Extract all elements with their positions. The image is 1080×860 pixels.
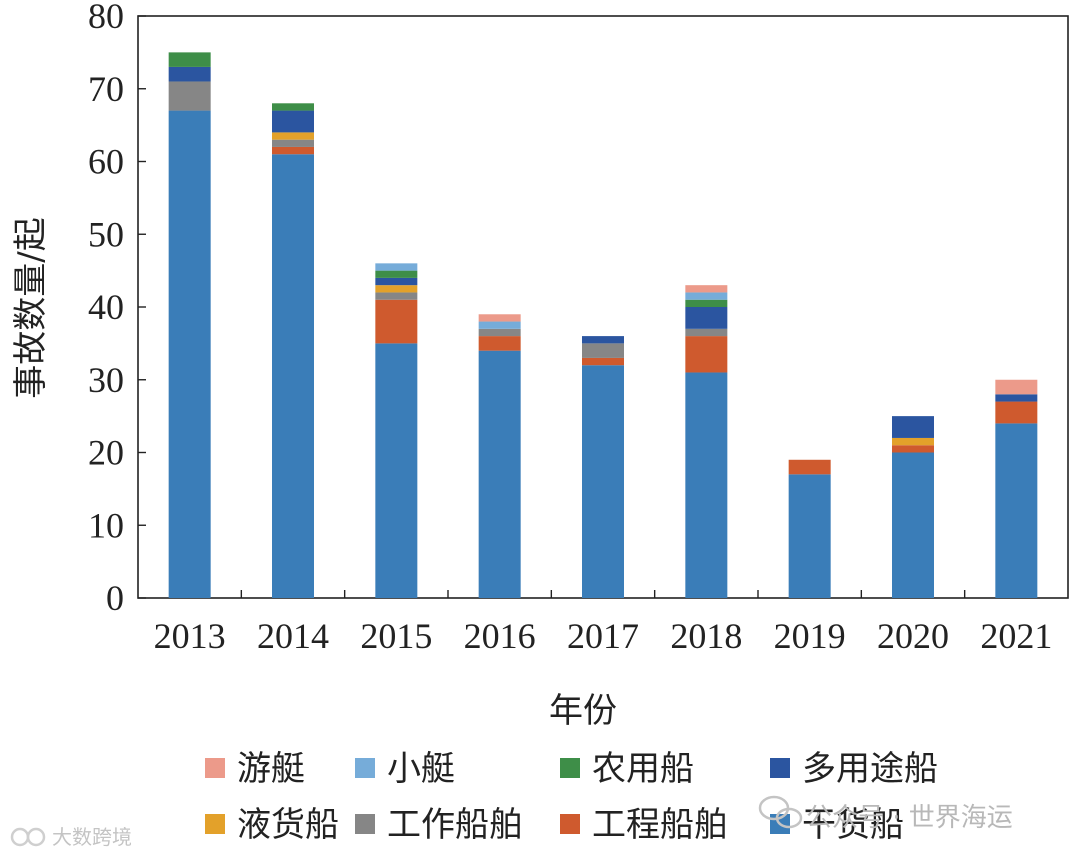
- wechat-watermark-text: 公众号 · 世界海运: [806, 803, 1013, 833]
- legend-swatch: [355, 758, 375, 778]
- bar-segment: [788, 459, 831, 475]
- bar-segment: [375, 343, 418, 598]
- bar-segment: [478, 336, 521, 351]
- y-axis: 0 10 20 30 40 50 60 70 80: [88, 0, 146, 618]
- legend-label: 游艇: [237, 749, 305, 789]
- corner-watermark-text: 大数跨境: [52, 825, 132, 849]
- legend-label: 农用船: [592, 749, 694, 789]
- corner-watermark: 大数跨境: [10, 825, 132, 849]
- y-tick-label: 70: [88, 69, 124, 109]
- bar-segment: [788, 474, 831, 598]
- legend-swatch: [355, 814, 375, 834]
- y-tick-label: 0: [106, 578, 124, 618]
- bar-segment: [685, 336, 728, 373]
- bar-segment: [995, 379, 1038, 395]
- bar-segment: [168, 110, 211, 598]
- bar-segment: [375, 285, 418, 293]
- x-tick-label: 2018: [670, 616, 742, 656]
- bar-segment: [685, 285, 728, 293]
- bar-segment: [685, 307, 728, 329]
- bar-segment: [582, 357, 624, 366]
- legend-label: 多用途船: [802, 749, 938, 789]
- wechat-icon: [758, 795, 803, 829]
- bar-segment: [272, 139, 314, 147]
- y-tick-label: 30: [88, 360, 124, 400]
- bar-segment: [272, 103, 314, 111]
- y-tick-label: 10: [88, 505, 124, 545]
- legend-swatch: [205, 814, 225, 834]
- legend-swatch: [770, 758, 790, 778]
- bar-segment: [375, 277, 418, 286]
- bar-segment: [375, 263, 418, 271]
- bar-segment: [478, 314, 521, 322]
- x-tick-label: 2021: [980, 616, 1052, 656]
- corner-logo-icon: [10, 827, 46, 847]
- bar-segment: [995, 401, 1038, 424]
- x-axis-title: 年份: [549, 691, 617, 731]
- y-axis-title: 事故数量/起: [11, 217, 51, 398]
- x-tick-label: 2016: [464, 616, 536, 656]
- bar-segment: [995, 394, 1038, 402]
- y-tick-label: 60: [88, 142, 124, 182]
- bar-segment: [685, 372, 728, 598]
- bar-segment: [168, 66, 211, 82]
- legend-label: 液货船: [237, 805, 339, 845]
- bar-segment: [272, 154, 314, 598]
- y-tick-label: 20: [88, 433, 124, 473]
- wechat-watermark: 公众号 · 世界海运: [758, 795, 1013, 833]
- bar-segment: [375, 270, 418, 278]
- bar-segment: [582, 336, 624, 344]
- bar-segment: [375, 299, 418, 344]
- x-tick-label: 2020: [877, 616, 949, 656]
- legend-label: 小艇: [387, 749, 455, 789]
- bar-segment: [892, 445, 934, 453]
- bar-segment: [272, 146, 314, 155]
- bar-segment: [478, 328, 521, 337]
- x-axis: 2013 2014 2015 2016 2017 2018 2019 2020 2021: [154, 590, 1052, 656]
- bar-segment: [168, 52, 211, 67]
- bar-segment: [995, 423, 1038, 598]
- legend-label: 工程船舶: [592, 805, 728, 845]
- y-tick-label: 40: [88, 287, 124, 327]
- legend-label: 工作船舶: [387, 805, 523, 845]
- bar-segment: [272, 110, 314, 133]
- legend-swatch: [205, 758, 225, 778]
- bar-segment: [168, 81, 211, 111]
- x-tick-label: 2019: [774, 616, 846, 656]
- bar-segment: [478, 321, 521, 329]
- y-tick-label: 80: [88, 0, 124, 36]
- bar-segment: [478, 350, 521, 598]
- legend-label: 干货船: [802, 805, 904, 845]
- legend-swatch: [560, 758, 580, 778]
- x-tick-label: 2014: [257, 616, 329, 656]
- x-tick-label: 2015: [360, 616, 432, 656]
- bar-segment: [272, 132, 314, 140]
- legend-swatch: [560, 814, 580, 834]
- bar-segment: [582, 365, 624, 598]
- y-tick-label: 50: [88, 214, 124, 254]
- bar-segment: [375, 292, 418, 300]
- x-tick-label: 2017: [567, 616, 639, 656]
- bar-segment: [685, 299, 728, 307]
- bar-segment: [892, 416, 934, 438]
- bar-segment: [892, 437, 934, 446]
- bars-layer: [168, 52, 1038, 598]
- bar-segment: [685, 292, 728, 300]
- bar-segment: [892, 452, 934, 598]
- bar-segment: [582, 343, 624, 358]
- x-tick-label: 2013: [154, 616, 226, 656]
- bar-segment: [685, 328, 728, 337]
